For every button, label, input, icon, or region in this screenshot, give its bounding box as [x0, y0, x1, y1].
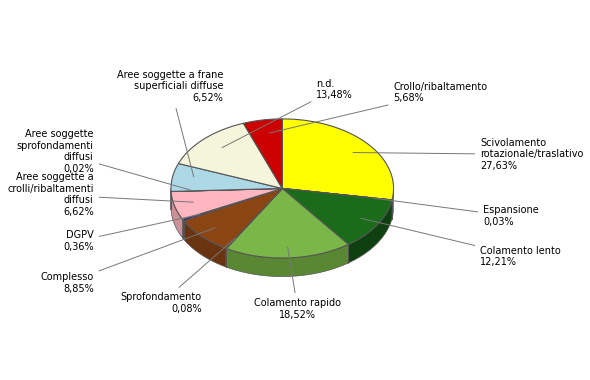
- Polygon shape: [349, 200, 392, 263]
- Text: Aree soggette
sprofondamenti
diffusi
0,02%: Aree soggette sprofondamenti diffusi 0,0…: [17, 129, 191, 190]
- Polygon shape: [171, 163, 282, 192]
- Text: Aree soggette a
crolli/ribaltamenti
diffusi
6,62%: Aree soggette a crolli/ribaltamenti diff…: [7, 172, 194, 217]
- Text: Sprofondamento
0,08%: Sprofondamento 0,08%: [121, 238, 235, 314]
- Text: Complesso
8,85%: Complesso 8,85%: [41, 228, 215, 293]
- Text: Colamento lento
12,21%: Colamento lento 12,21%: [361, 218, 561, 267]
- Text: n.d.
13,48%: n.d. 13,48%: [222, 79, 353, 148]
- Polygon shape: [226, 188, 282, 249]
- Polygon shape: [227, 244, 349, 277]
- Polygon shape: [282, 188, 392, 200]
- Text: DGPV
0,36%: DGPV 0,36%: [63, 214, 200, 252]
- Text: Espansione
0,03%: Espansione 0,03%: [373, 198, 539, 227]
- Polygon shape: [227, 188, 349, 258]
- Polygon shape: [183, 188, 282, 249]
- Polygon shape: [171, 192, 182, 238]
- Polygon shape: [183, 221, 226, 267]
- Polygon shape: [282, 119, 394, 200]
- Polygon shape: [182, 219, 183, 239]
- Polygon shape: [182, 188, 282, 221]
- Polygon shape: [244, 119, 282, 188]
- Polygon shape: [282, 188, 392, 244]
- Polygon shape: [171, 188, 282, 219]
- Polygon shape: [178, 123, 282, 188]
- Polygon shape: [392, 190, 394, 218]
- Text: Scivolamento
rotazionale/traslativo
27,63%: Scivolamento rotazionale/traslativo 27,6…: [353, 138, 584, 171]
- Polygon shape: [171, 188, 282, 192]
- Text: Colamento rapido
18,52%: Colamento rapido 18,52%: [254, 247, 341, 320]
- Text: Aree soggette a frane
superficiali diffuse
6,52%: Aree soggette a frane superficiali diffu…: [117, 70, 224, 177]
- Text: Crollo/ribaltamento
5,68%: Crollo/ribaltamento 5,68%: [269, 82, 488, 133]
